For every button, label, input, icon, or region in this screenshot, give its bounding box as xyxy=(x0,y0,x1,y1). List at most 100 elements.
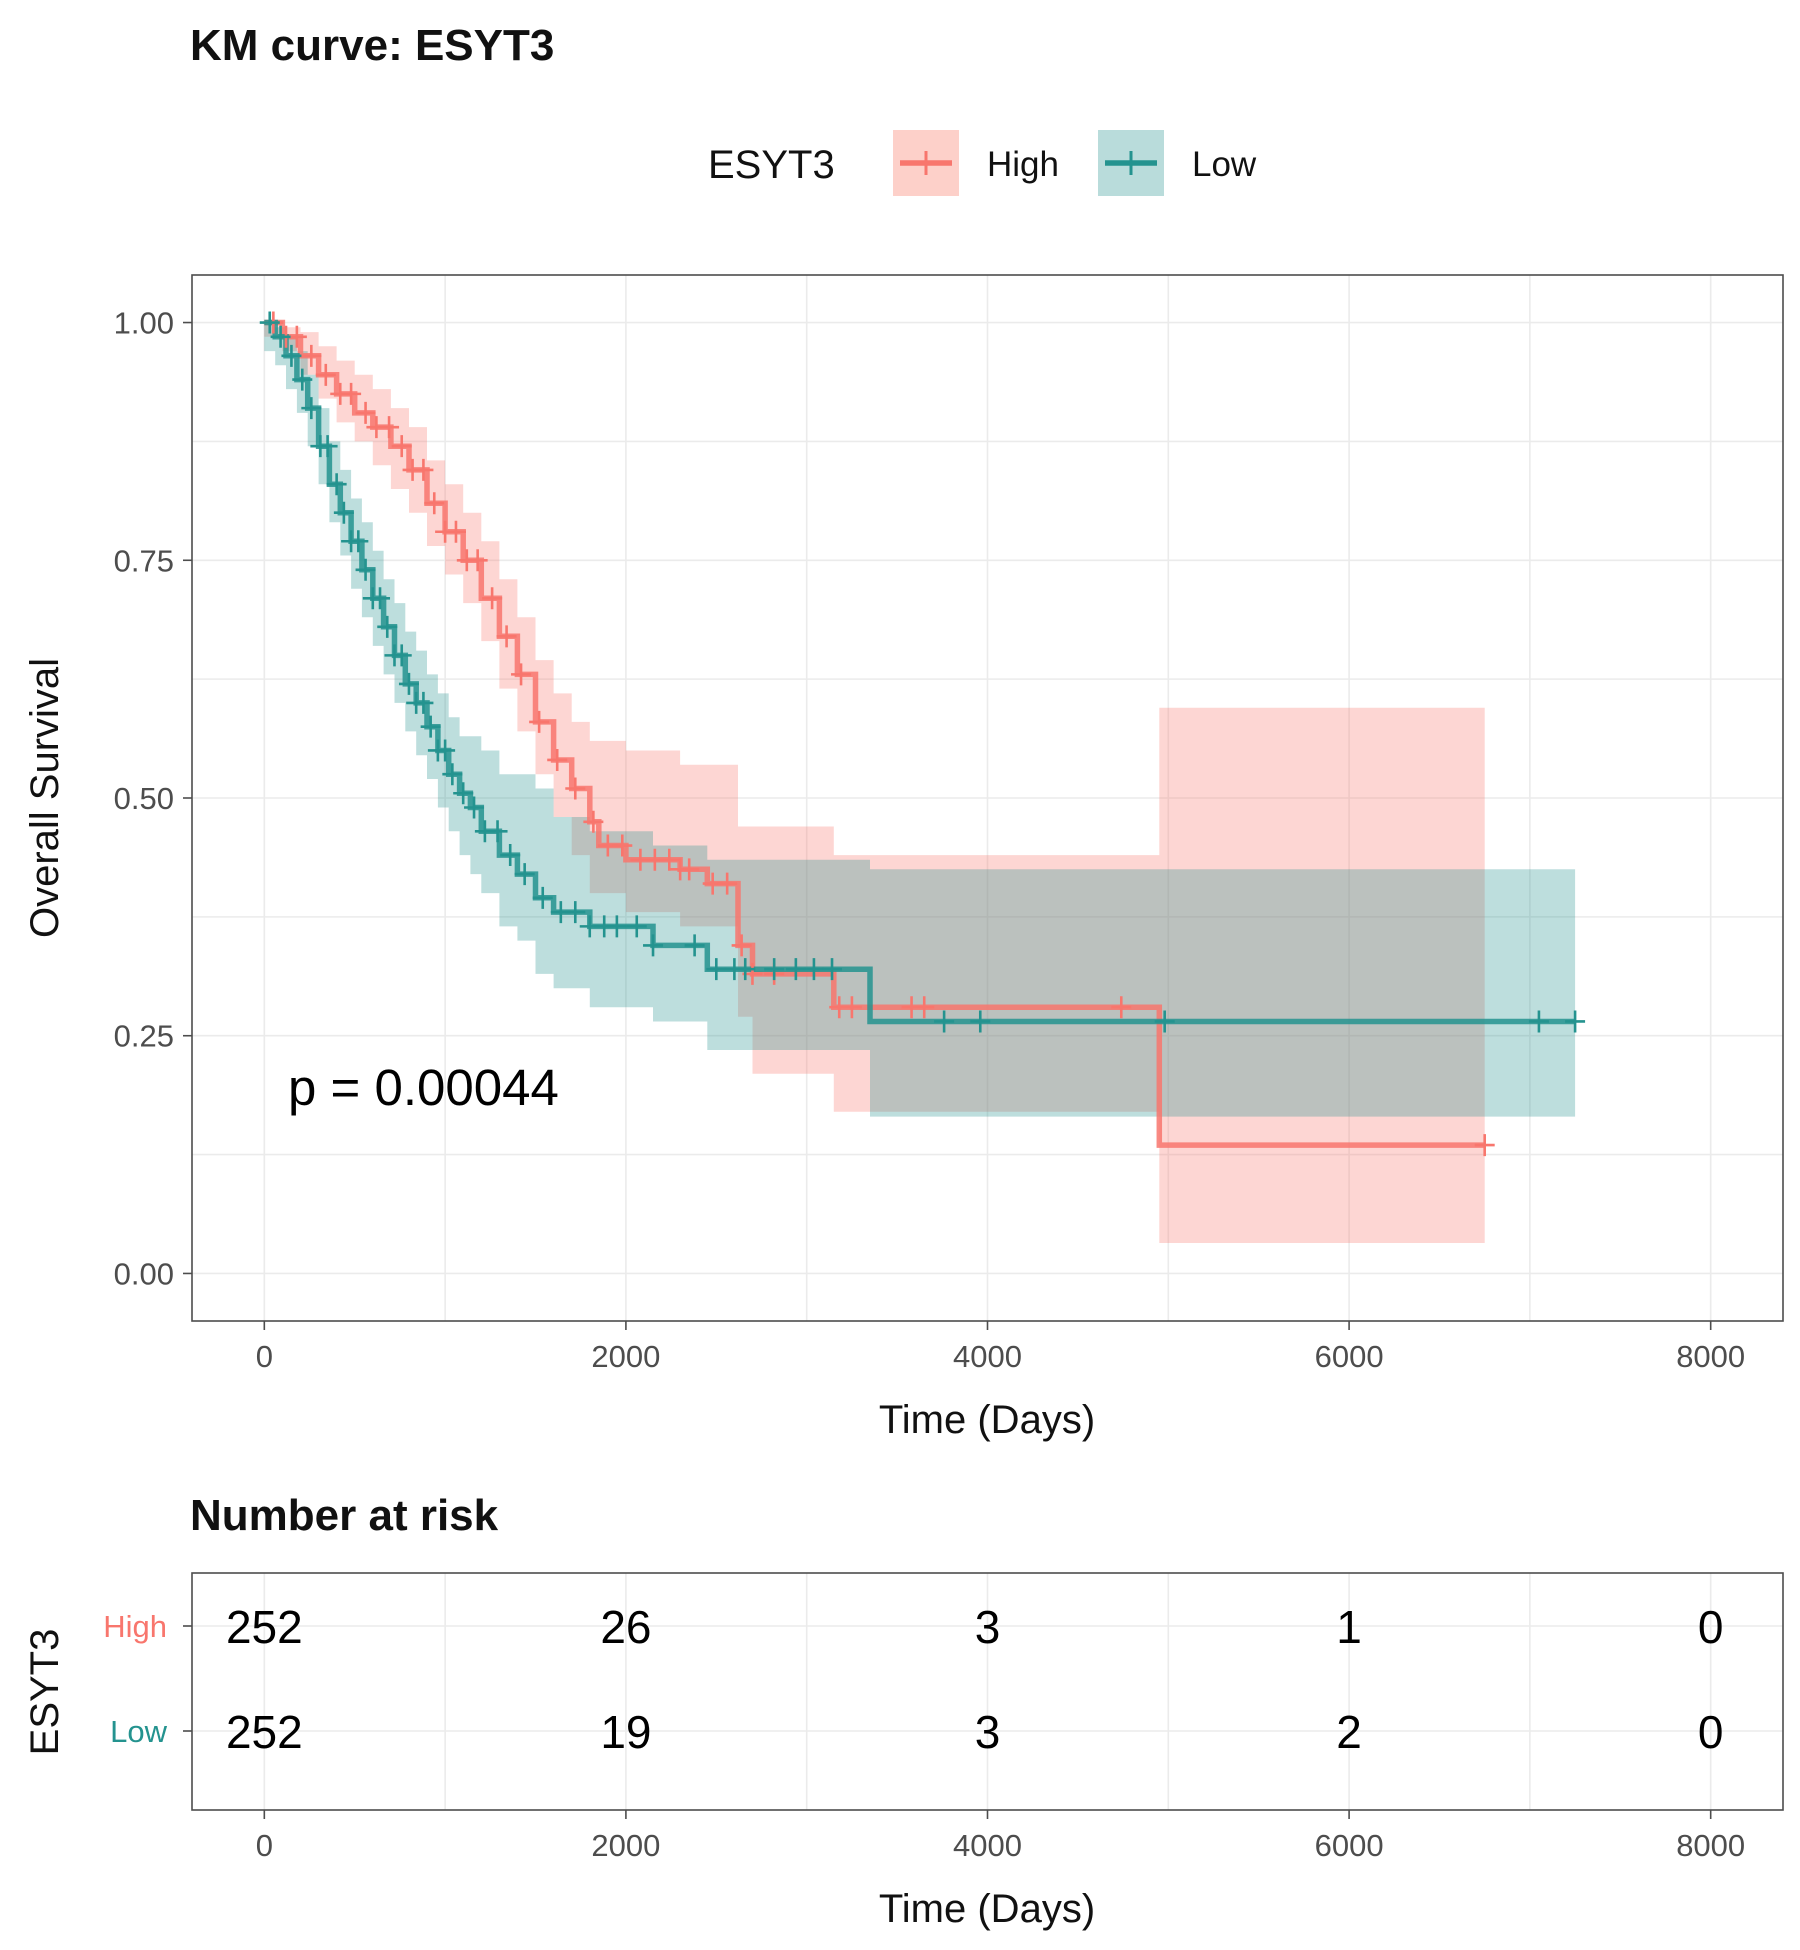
censor-mark-low xyxy=(435,739,456,762)
censor-mark-low xyxy=(413,691,434,714)
risk-gridlines xyxy=(192,1573,1783,1810)
censor-mark-high xyxy=(583,810,604,833)
censor-mark-low xyxy=(500,844,521,867)
censor-mark-high xyxy=(731,934,752,957)
p-value-annotation: p = 0.00044 xyxy=(288,1059,559,1116)
censor-mark-low xyxy=(317,435,338,458)
censor-mark-low xyxy=(355,558,376,581)
censor-mark-low xyxy=(281,344,302,367)
censor-mark-high xyxy=(679,858,700,881)
censor-mark-low xyxy=(626,915,647,938)
risk-value-high: 0 xyxy=(1698,1601,1724,1653)
km-x-axis-title: Time (Days) xyxy=(879,1398,1095,1442)
risk-group-label-high: High xyxy=(103,1609,167,1644)
risk-value-low: 2 xyxy=(1336,1706,1362,1758)
km-y-tick-label: 0.00 xyxy=(114,1256,174,1291)
risk-y-axis-title: ESYT3 xyxy=(23,1629,67,1756)
censor-mark-low xyxy=(270,325,291,348)
risk-numbers: 252 26 3 1 0 252 19 3 2 0 xyxy=(226,1601,1724,1758)
censor-mark-low xyxy=(326,473,347,496)
censor-mark-high xyxy=(424,492,445,515)
risk-value-high: 1 xyxy=(1336,1601,1362,1653)
censor-mark-high xyxy=(914,996,935,1019)
censor-mark-high xyxy=(565,777,586,800)
censor-mark-low xyxy=(565,901,586,924)
censor-mark-high xyxy=(529,710,550,733)
legend: ESYT3 High Low xyxy=(708,130,1257,196)
risk-group-label-low: Low xyxy=(110,1714,167,1749)
risk-value-low: 252 xyxy=(226,1706,303,1758)
censor-mark-low xyxy=(301,397,322,420)
censor-mark-high xyxy=(391,435,412,458)
censor-mark-low xyxy=(1565,1010,1586,1033)
censor-mark-low xyxy=(259,311,280,334)
km-y-tick-label: 0.75 xyxy=(114,543,174,578)
censor-mark-low xyxy=(348,530,369,553)
censor-mark-low xyxy=(420,715,441,738)
censor-mark-high xyxy=(1474,1134,1495,1157)
censor-mark-low xyxy=(514,863,535,886)
km-y-tick-label: 0.25 xyxy=(114,1019,174,1054)
censor-mark-low xyxy=(333,501,354,524)
km-x-tick-label: 4000 xyxy=(953,1339,1022,1374)
censor-mark-high xyxy=(413,458,434,481)
risk-table-title: Number at risk xyxy=(190,1491,499,1540)
censor-mark-high xyxy=(547,748,568,771)
risk-value-high: 252 xyxy=(226,1601,303,1653)
censor-mark-high xyxy=(467,549,488,572)
censor-mark-low xyxy=(822,958,843,981)
km-x-tick-label: 0 xyxy=(256,1339,273,1374)
censor-mark-high xyxy=(841,996,862,1019)
censor-mark-low xyxy=(803,958,824,981)
risk-value-low: 0 xyxy=(1698,1706,1724,1758)
censor-mark-low xyxy=(487,820,508,843)
risk-x-tick-label: 8000 xyxy=(1676,1828,1745,1863)
legend-label-low: Low xyxy=(1192,145,1257,184)
ci-band-high xyxy=(264,322,1485,1243)
censor-mark-low xyxy=(643,934,664,957)
censor-mark-low xyxy=(934,1010,955,1033)
km-x-axis: 0 2000 4000 6000 8000 xyxy=(256,1321,1745,1374)
censor-mark-high xyxy=(1111,996,1132,1019)
km-y-axis-title: Overall Survival xyxy=(23,658,67,938)
legend-item-low: Low xyxy=(1098,130,1257,196)
km-x-tick-label: 6000 xyxy=(1315,1339,1384,1374)
censor-mark-low xyxy=(370,587,391,610)
risk-x-axis: 0 2000 4000 6000 8000 xyxy=(256,1810,1745,1863)
legend-title: ESYT3 xyxy=(708,143,835,187)
censor-mark-high xyxy=(355,401,376,424)
censor-mark-high xyxy=(482,587,503,610)
censor-mark-low xyxy=(785,958,806,981)
risk-value-high: 3 xyxy=(975,1601,1001,1653)
km-x-tick-label: 2000 xyxy=(591,1339,660,1374)
km-x-tick-label: 8000 xyxy=(1676,1339,1745,1374)
censor-mark-high xyxy=(496,625,517,648)
risk-x-tick-label: 6000 xyxy=(1315,1828,1384,1863)
risk-x-tick-label: 4000 xyxy=(953,1828,1022,1863)
km-y-tick-label: 1.00 xyxy=(114,306,174,341)
risk-value-low: 19 xyxy=(600,1706,651,1758)
km-censor-marks xyxy=(259,311,1586,1157)
censor-mark-low xyxy=(532,886,553,909)
censor-mark-low xyxy=(464,796,485,819)
legend-item-high: High xyxy=(893,130,1059,196)
censor-mark-high xyxy=(717,872,738,895)
censor-mark-low xyxy=(1154,1010,1175,1033)
chart-title: KM curve: ESYT3 xyxy=(190,21,554,70)
censor-mark-low xyxy=(391,644,412,667)
km-plot-panel: p = 0.00044 xyxy=(191,274,1784,1322)
censor-mark-high xyxy=(315,363,336,386)
censor-mark-low xyxy=(735,958,756,981)
risk-x-tick-label: 2000 xyxy=(591,1828,660,1863)
risk-table-panel: 252 26 3 1 0 252 19 3 2 0 xyxy=(191,1572,1784,1811)
censor-mark-high xyxy=(301,344,322,367)
censor-mark-high xyxy=(445,520,466,543)
censor-mark-high xyxy=(341,382,362,405)
censor-mark-high xyxy=(511,663,532,686)
censor-mark-low xyxy=(453,782,474,805)
censor-mark-high xyxy=(379,416,400,439)
risk-value-high: 26 xyxy=(600,1601,651,1653)
censor-mark-low xyxy=(606,915,627,938)
censor-mark-low xyxy=(764,958,785,981)
